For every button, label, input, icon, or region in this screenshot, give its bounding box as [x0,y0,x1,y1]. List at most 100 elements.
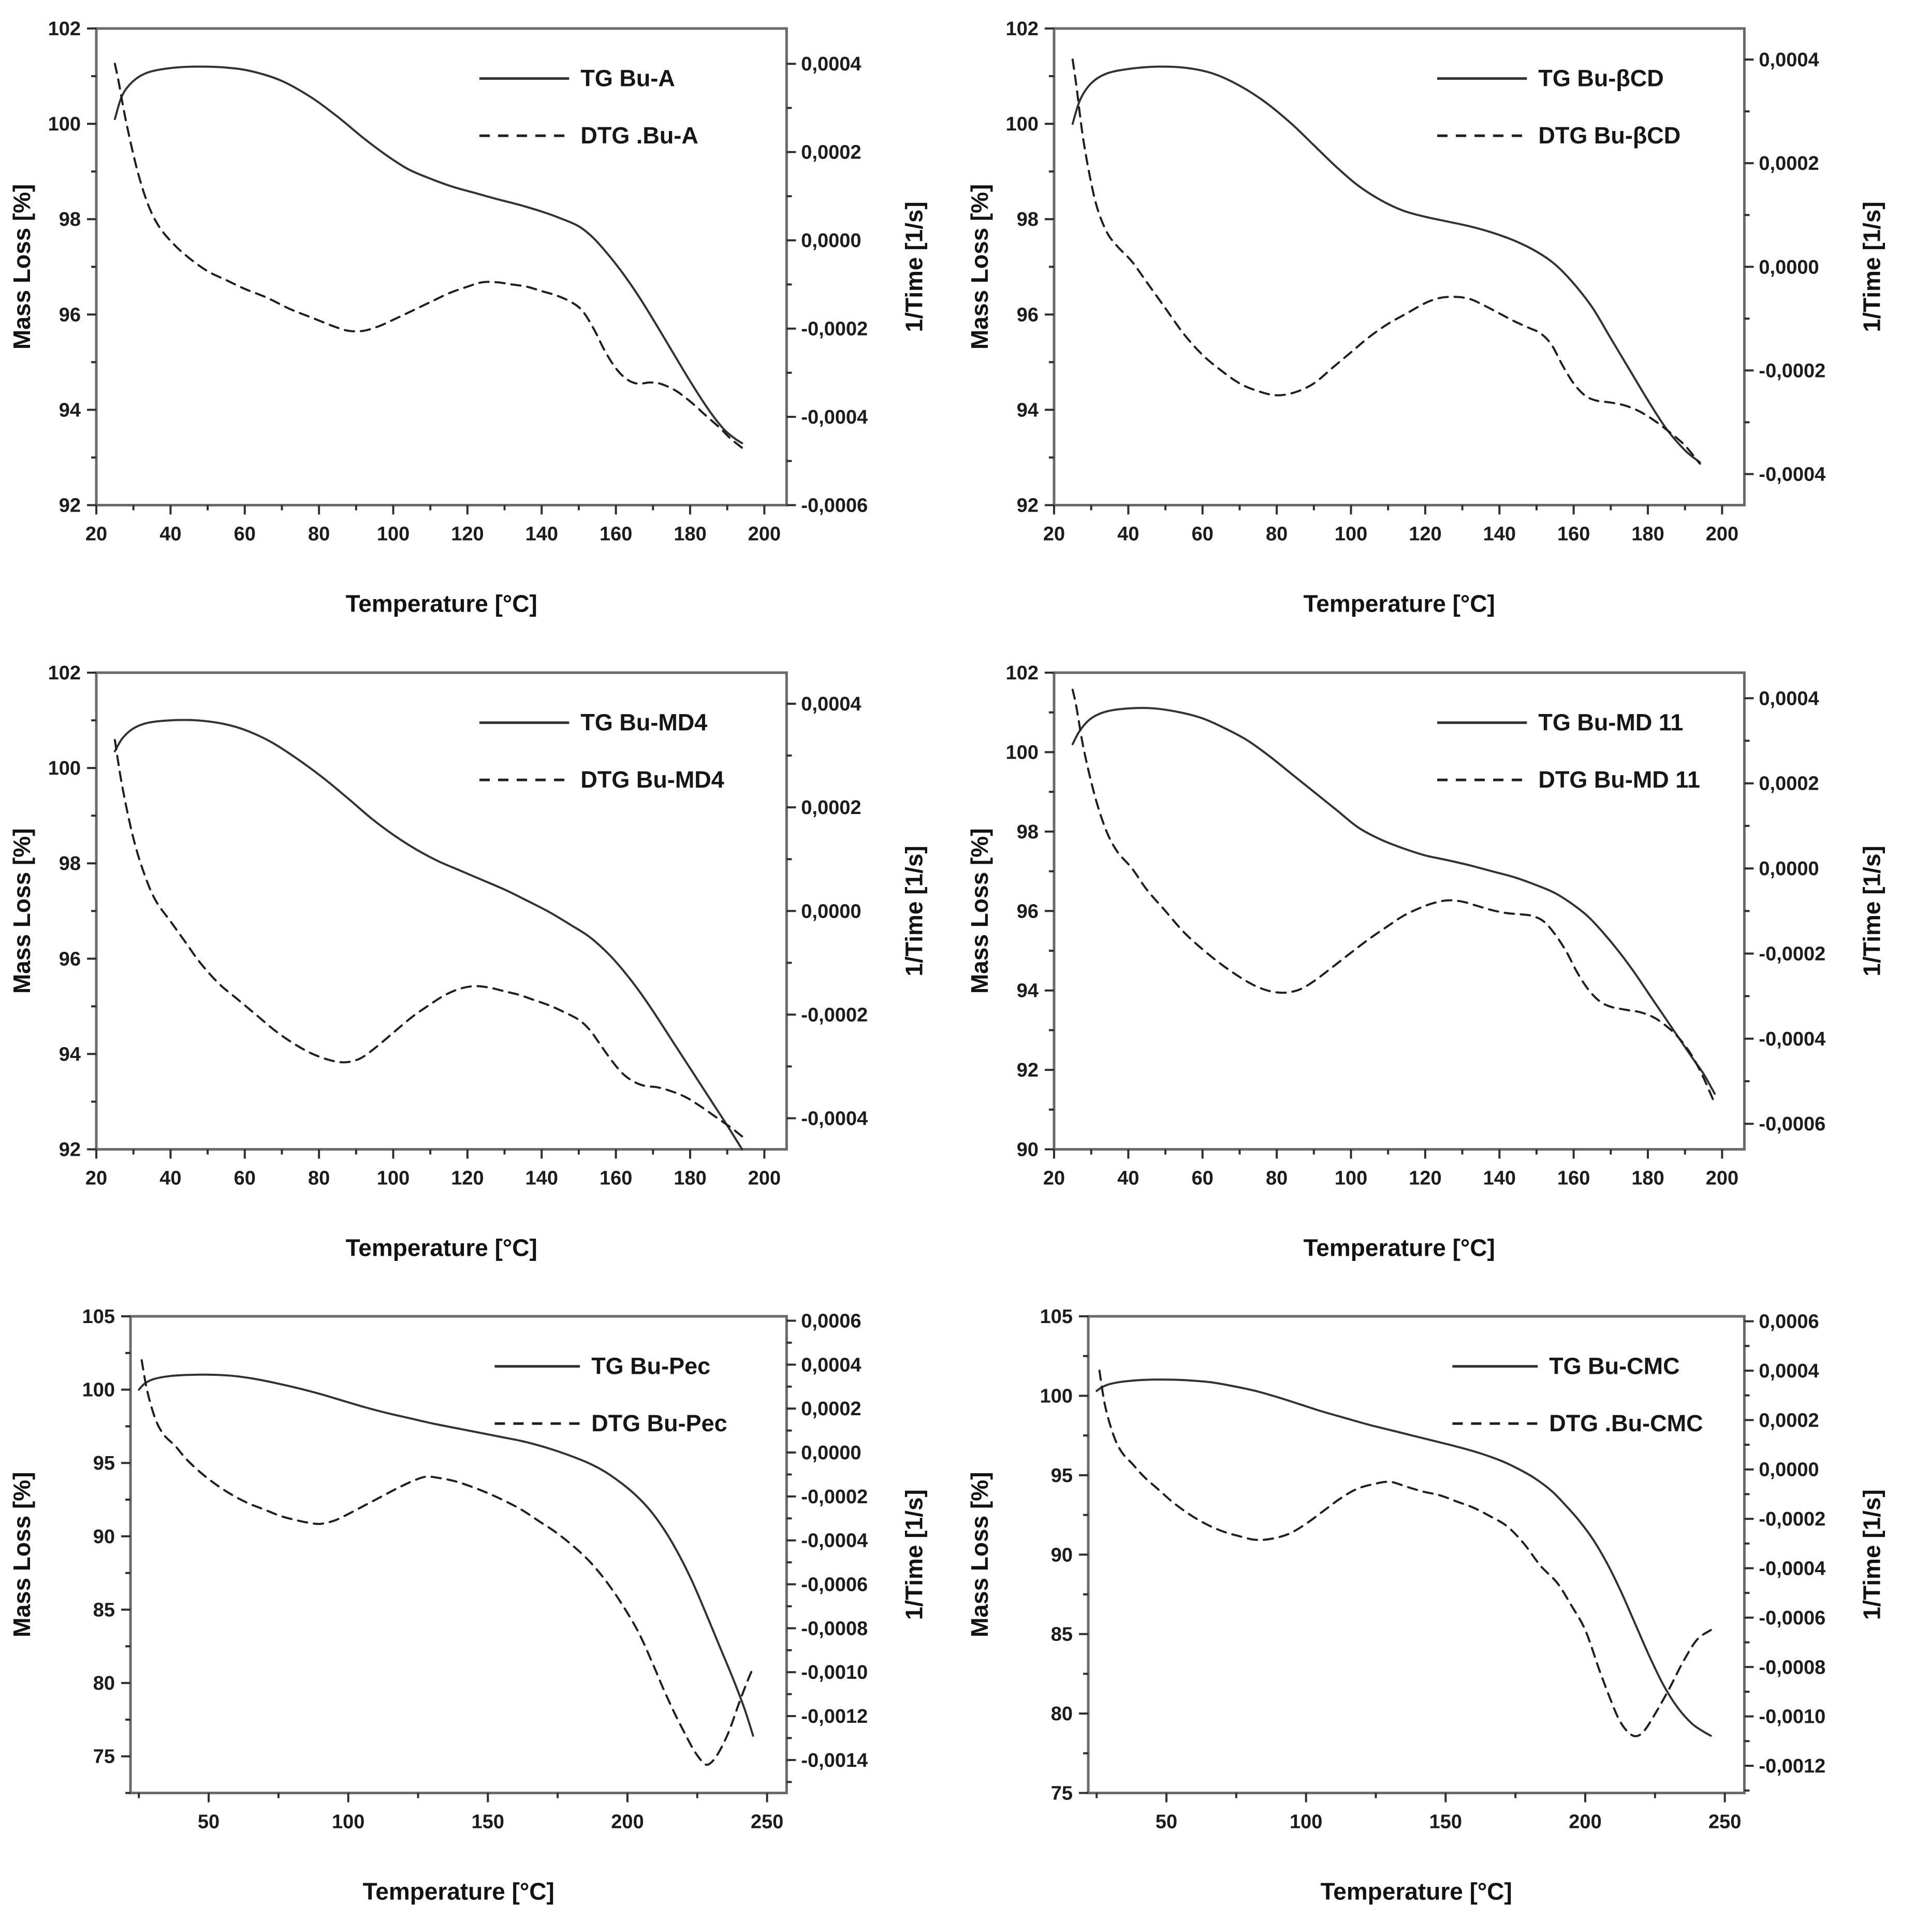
yright-tick-label: 0,0000 [1759,256,1819,278]
legend-label: DTG Bu-βCD [1538,122,1680,149]
legend-label: DTG .Bu-CMC [1549,1410,1703,1436]
chart-panel-bu-md11: 20 40 60 80 100 120 140 160 180 200 102 100 98 96 94 92… [958,644,1915,1288]
yleft-tick-label: 92 [1016,495,1038,517]
x-tick-label: 250 [1708,1811,1741,1833]
yright-tick-label: -0,0002 [801,1004,868,1026]
yright-tick-label: -0,0002 [801,318,868,340]
yright-tick-label: -0,0002 [1759,360,1825,382]
yright-tick-label: 0,0004 [801,1355,861,1376]
x-tick-label: 40 [159,524,181,545]
yleft-tick-label: 102 [1005,662,1038,684]
x-tick-label: 40 [1117,1167,1139,1189]
yleft-tick-label: 80 [93,1673,115,1694]
x-axis-title: Temperature [°C] [1303,1234,1495,1261]
yright-tick-label: -0,0004 [801,1530,868,1552]
yleft-tick-label: 94 [59,399,81,421]
yright-tick-label: -0,0010 [1759,1706,1825,1728]
x-tick-label: 80 [308,524,330,545]
yleft-tick-label: 98 [1016,209,1038,230]
yright-tick-label: 0,0002 [1759,773,1819,794]
yright-tick-label: -0,0014 [801,1750,868,1771]
x-tick-label: 140 [525,524,558,545]
yright-tick-label: -0,0002 [1759,1508,1825,1530]
yleft-tick-label: 100 [48,113,81,135]
yright-tick-label: 0,0004 [1759,1360,1819,1382]
dtg-curve-bu-cmc [1098,1370,1712,1738]
x-tick-label: 20 [1043,524,1064,545]
yright-tick-label: 0,0004 [801,53,861,75]
legend-label: DTG Bu-MD 11 [1538,766,1700,793]
y-right-axis-title: 1/Time [1/s] [1858,201,1885,332]
yright-tick-label: 0,0004 [1759,49,1819,71]
y-left-axis-title: Mass Loss [%] [8,828,35,994]
x-tick-label: 180 [1631,1167,1664,1189]
x-tick-label: 160 [1557,1167,1589,1189]
x-tick-label: 160 [1557,524,1589,545]
yleft-tick-label: 95 [1050,1465,1072,1487]
plot-frame [1087,1315,1746,1795]
yleft-tick-label: 100 [82,1379,115,1401]
y-right-axis-title: 1/Time [1/s] [900,1489,927,1620]
chart-panel-bu-bcd: 20 40 60 80 100 120 140 160 180 200 102 100 98 96 94 92… [958,0,1915,644]
x-axis-title: Temperature [°C] [1303,590,1495,617]
x-tick-label: 120 [451,1167,484,1189]
yleft-tick-label: 100 [48,758,81,779]
yleft-tick-label: 94 [1016,980,1038,1001]
x-tick-label: 200 [1569,1811,1601,1833]
x-tick-label: 50 [1155,1811,1177,1833]
yleft-tick-label: 100 [1040,1386,1072,1407]
yleft-tick-label: 105 [82,1306,115,1328]
legend-label: TG Bu-CMC [1549,1353,1679,1379]
yleft-tick-label: 94 [1016,399,1038,421]
y-right-axis-title: 1/Time [1/s] [1858,1489,1885,1620]
x-tick-label: 200 [748,524,781,545]
yright-tick-label: -0,0006 [801,1574,868,1596]
yright-tick-label: 0,0006 [1759,1311,1819,1333]
x-tick-label: 200 [1705,524,1738,545]
y-left-axis-title: Mass Loss [%] [8,1472,35,1638]
dtg-curve-bu-bcd [1071,59,1701,465]
x-tick-label: 160 [600,1167,632,1189]
chart-svg-bu-cmc: 50 100 150 200 250 105 100 95 90 85 80 75 0,0006 0,00… [966,1306,1885,1905]
x-tick-label: 20 [85,1167,107,1189]
legend-label: TG Bu-MD4 [580,709,707,735]
tg-curve-bu-cmc [1095,1378,1712,1737]
x-tick-label: 100 [1334,524,1367,545]
yright-tick-label: -0,0004 [1759,1028,1825,1050]
legend-label: DTG Bu-MD4 [580,766,724,793]
yleft-tick-label: 90 [93,1526,115,1548]
yright-tick-label: 0,0000 [1759,858,1819,880]
yright-tick-label: 0,0002 [801,142,861,164]
yleft-tick-label: 92 [59,1139,81,1160]
yright-tick-label: -0,0004 [801,406,868,428]
chart-panel-bu-cmc: 50 100 150 200 250 105 100 95 90 85 80 75 0,0006 0,00… [958,1288,1915,1932]
x-tick-label: 150 [1429,1811,1461,1833]
x-tick-label: 120 [451,524,484,545]
plot-frame [95,671,788,1151]
y-right-axis-title: 1/Time [1/s] [1858,846,1885,976]
tg-curve-bu-md11 [1071,706,1716,1095]
x-tick-label: 80 [308,1167,330,1189]
chart-panel-bu-pec: 50 100 150 200 250 105 100 95 90 85 80 75 0,0006 0,00… [0,1288,958,1932]
dtg-curve-bu-md4 [113,738,743,1138]
yleft-tick-label: 98 [59,853,81,875]
yright-tick-label: -0,0012 [801,1706,868,1727]
x-tick-label: 150 [472,1811,504,1833]
yleft-tick-label: 96 [59,304,81,326]
yleft-tick-label: 100 [1005,113,1038,135]
chart-svg-bu-bcd: 20 40 60 80 100 120 140 160 180 200 102 100 98 96 94 92… [966,18,1885,617]
chart-panel-bu-md4: 20 40 60 80 100 120 140 160 180 200 102 100 98 96 94 92… [0,644,958,1288]
yleft-tick-label: 92 [1016,1059,1038,1081]
x-tick-label: 60 [234,524,256,545]
x-tick-label: 200 [748,1167,781,1189]
x-tick-label: 40 [1117,524,1139,545]
x-tick-label: 140 [1483,1167,1515,1189]
x-tick-label: 100 [1334,1167,1367,1189]
tg-curve-bu-pec [138,1373,754,1737]
y-right-axis-title: 1/Time [1/s] [900,201,927,332]
legend-label: DTG .Bu-A [580,122,698,149]
x-tick-label: 140 [525,1167,558,1189]
y-left-axis-title: Mass Loss [%] [966,184,993,350]
yright-tick-label: 0,0000 [801,1442,861,1464]
yleft-tick-label: 96 [59,948,81,970]
